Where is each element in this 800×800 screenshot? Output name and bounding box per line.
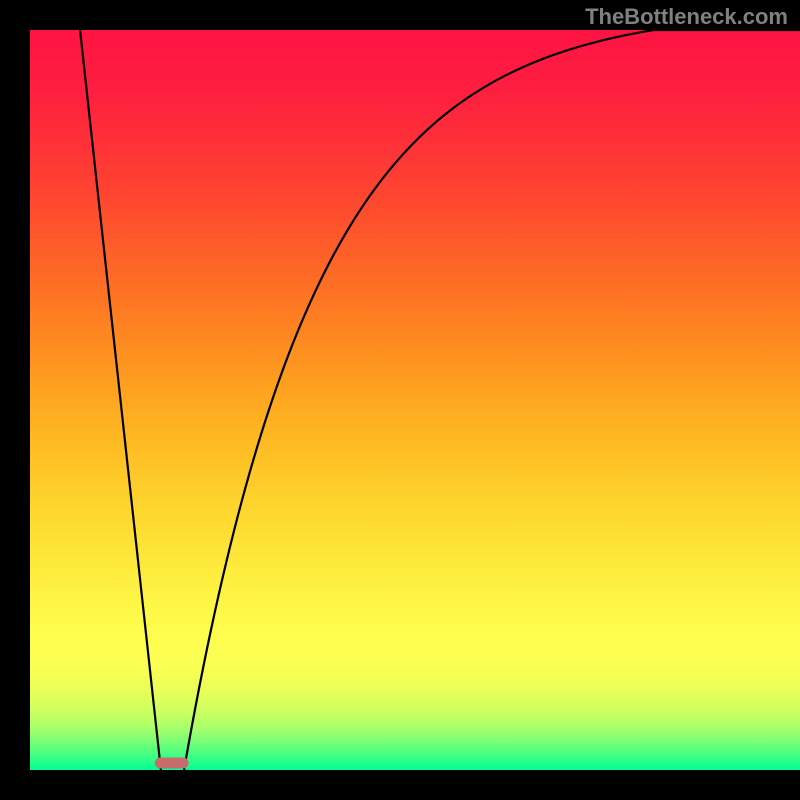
chart-container: TheBottleneck.com: [0, 0, 800, 800]
optimal-marker: [155, 758, 189, 769]
bottleneck-chart: [0, 0, 800, 800]
watermark-text: TheBottleneck.com: [585, 4, 788, 30]
